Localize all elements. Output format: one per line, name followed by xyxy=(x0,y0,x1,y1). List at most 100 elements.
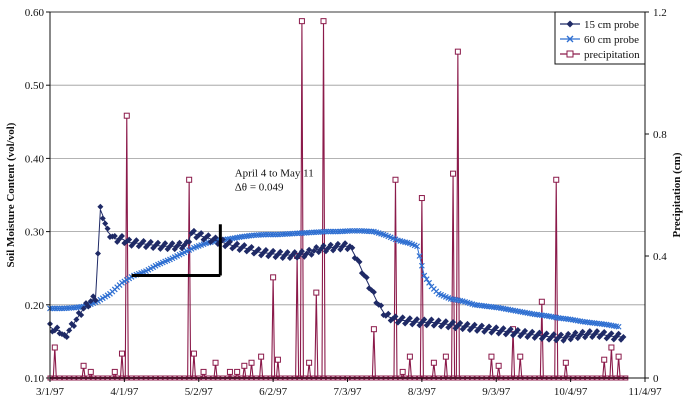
precipitation-point xyxy=(200,368,207,375)
15cm-probe-point xyxy=(99,215,106,222)
precipitation-point xyxy=(270,274,277,281)
precipitation-spike xyxy=(299,21,304,379)
precipitation-spike xyxy=(119,353,125,379)
15cm-probe-point xyxy=(356,258,363,265)
left-tick-label: 0.10 xyxy=(25,373,45,385)
x-tick-label: 6/2/97 xyxy=(259,386,288,398)
precipitation-point xyxy=(601,356,608,363)
60cm-probe-point xyxy=(351,227,358,234)
15cm-probe-point xyxy=(80,305,87,312)
15cm-probe-point xyxy=(507,326,514,333)
15cm-probe-point xyxy=(457,319,464,326)
60cm-probe-point xyxy=(354,227,361,234)
15cm-probe-point xyxy=(176,239,183,246)
60cm-probe-point xyxy=(54,305,61,312)
15cm-probe-point xyxy=(198,230,205,237)
15cm-probe-point xyxy=(272,254,279,261)
15cm-probe-point xyxy=(450,319,457,326)
15cm-probe-point xyxy=(255,246,262,253)
left-tick-label: 0.40 xyxy=(25,153,45,165)
15cm-probe-point xyxy=(334,240,341,247)
15cm-probe-point xyxy=(558,331,565,338)
15cm-probe-point xyxy=(565,330,572,337)
precipitation-point xyxy=(306,359,313,366)
precipitation-spike xyxy=(191,353,197,379)
precipitation-point xyxy=(454,48,461,55)
15cm-probe-point xyxy=(514,326,521,333)
60cm-probe-point xyxy=(349,227,356,234)
precipitation-point xyxy=(392,176,399,183)
60cm-probe-point xyxy=(330,228,337,235)
precipitation-point xyxy=(608,344,615,351)
15cm-probe-point xyxy=(363,274,370,281)
60cm-probe-point xyxy=(416,253,423,259)
15cm-probe-point xyxy=(308,251,315,258)
precipitation-point xyxy=(313,289,320,296)
precipitation-spike xyxy=(518,356,523,379)
15cm-probe-point xyxy=(349,244,356,251)
15cm-probe-point xyxy=(392,313,399,320)
precipitation-spike xyxy=(443,356,448,379)
precipitation-point xyxy=(212,359,219,366)
15cm-probe-point xyxy=(205,232,212,239)
15cm-probe-point xyxy=(385,310,392,317)
precipitation-point xyxy=(553,176,560,183)
15cm-probe-point xyxy=(342,240,349,247)
x-tick-label: 5/2/97 xyxy=(185,386,214,398)
15cm-probe-point xyxy=(111,232,118,239)
15cm-probe-point xyxy=(615,330,622,337)
precipitation-point xyxy=(186,176,193,183)
15cm-probe-point xyxy=(78,312,85,319)
15cm-probe-point xyxy=(270,247,277,254)
precipitation-spike xyxy=(616,356,621,379)
15cm-probe-point xyxy=(70,323,77,330)
legend-label: 15 cm probe xyxy=(584,19,639,31)
15cm-probe-point xyxy=(63,334,70,341)
precipitation-point xyxy=(241,362,248,369)
15cm-probe-point xyxy=(90,293,97,300)
15cm-probe-point xyxy=(133,237,140,244)
precipitation-spike xyxy=(407,356,412,379)
15cm-probe-point xyxy=(529,328,536,335)
15cm-probe-point xyxy=(298,248,305,255)
precipitation-point xyxy=(430,359,437,366)
15cm-probe-point xyxy=(66,327,73,334)
60cm-probe-point xyxy=(414,243,421,250)
precipitation-point xyxy=(248,359,255,366)
15cm-probe-point xyxy=(123,238,130,245)
precipitation-spike xyxy=(419,198,424,379)
15cm-probe-point xyxy=(147,238,154,245)
15cm-probe-point xyxy=(241,242,248,249)
precipitation-point xyxy=(234,368,241,375)
15cm-probe-point xyxy=(500,325,507,332)
x-tick-label: 11/4/97 xyxy=(628,386,662,398)
precipitation-point xyxy=(399,368,406,375)
precipitation-spike xyxy=(259,356,264,379)
15cm-probe-point xyxy=(406,315,413,322)
precipitation-point xyxy=(538,298,545,305)
precipitation-spike xyxy=(609,347,614,379)
15cm-probe-point xyxy=(608,330,615,337)
15cm-probe-point xyxy=(522,327,529,334)
15cm-probe-point xyxy=(310,247,317,254)
precipitation-point xyxy=(615,353,622,360)
right-tick-label: 1.2 xyxy=(653,7,667,19)
15cm-probe-point xyxy=(277,248,284,255)
60cm-probe-point xyxy=(356,227,363,234)
60cm-probe-point xyxy=(265,231,272,238)
precipitation-point xyxy=(111,368,118,375)
right-tick-label: 0.8 xyxy=(653,129,667,141)
60cm-probe-point xyxy=(267,231,274,238)
annotation-text: Δθ = 0.049 xyxy=(235,182,284,194)
left-tick-label: 0.30 xyxy=(25,227,45,239)
precipitation-point xyxy=(258,353,265,360)
15cm-probe-point xyxy=(162,240,169,247)
60cm-probe-point xyxy=(272,231,279,238)
precipitation-point xyxy=(418,195,425,202)
60cm-probe-point xyxy=(615,323,622,330)
15cm-probe-point xyxy=(226,238,233,245)
precipitation-spike xyxy=(489,356,494,379)
legend-square-marker xyxy=(566,50,574,58)
precipitation-spike xyxy=(124,115,129,379)
